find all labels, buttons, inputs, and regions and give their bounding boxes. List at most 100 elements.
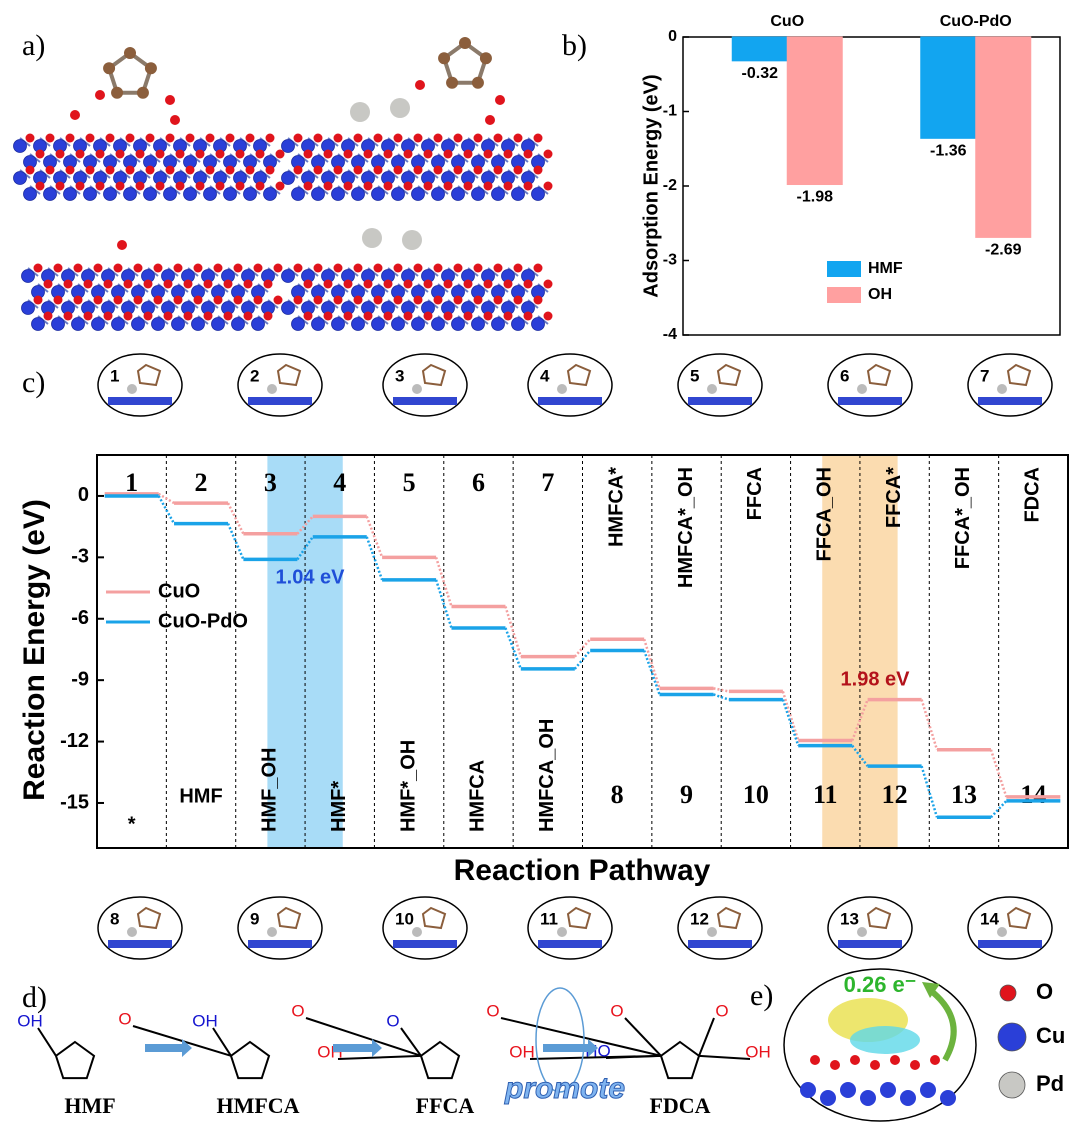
cu-atom bbox=[940, 1090, 956, 1106]
slab bbox=[538, 397, 602, 405]
o-atom bbox=[45, 165, 55, 175]
cu-atom bbox=[163, 187, 177, 201]
cu-atom bbox=[231, 317, 245, 331]
cu-atom bbox=[820, 1090, 836, 1106]
furan-ring bbox=[659, 1040, 701, 1080]
o-atom bbox=[25, 165, 35, 175]
o-atom bbox=[523, 181, 533, 191]
o-atom bbox=[423, 311, 433, 321]
pd-atom bbox=[127, 927, 137, 937]
connector bbox=[781, 691, 800, 741]
step-number: 11 bbox=[813, 780, 838, 809]
panel-label: a) bbox=[22, 29, 45, 62]
bar bbox=[975, 36, 1032, 238]
connector bbox=[434, 556, 453, 607]
thumbnail-number: 4 bbox=[540, 366, 550, 385]
legend-label: Pd bbox=[1036, 1071, 1064, 1096]
o-atom bbox=[133, 263, 143, 273]
o-atom bbox=[333, 263, 343, 273]
step-number: 8 bbox=[611, 780, 624, 809]
connector bbox=[504, 606, 523, 657]
o-atom bbox=[243, 311, 253, 321]
o-atom bbox=[333, 165, 343, 175]
o-atom bbox=[275, 149, 285, 159]
o-atom bbox=[215, 181, 225, 191]
o-atom bbox=[493, 133, 503, 143]
o-atom bbox=[213, 263, 223, 273]
value-label: -1.36 bbox=[930, 143, 967, 160]
cu-atom bbox=[411, 317, 425, 331]
highlight-band bbox=[267, 455, 343, 848]
o-atom bbox=[333, 133, 343, 143]
o-atom bbox=[343, 311, 353, 321]
o-atom bbox=[373, 133, 383, 143]
o-atom bbox=[543, 311, 553, 321]
step-number: 14 bbox=[1020, 780, 1046, 809]
o-atom bbox=[113, 295, 123, 305]
connector bbox=[989, 749, 1008, 798]
state-label: HMF* bbox=[328, 781, 350, 832]
legend-label: OH bbox=[868, 286, 892, 303]
o-atom bbox=[165, 165, 175, 175]
connector bbox=[851, 699, 869, 741]
o-atom bbox=[533, 295, 543, 305]
molecule bbox=[1006, 363, 1032, 387]
o-atom bbox=[503, 149, 513, 159]
state-label: HMFCA* bbox=[605, 467, 627, 547]
o-atom bbox=[443, 149, 453, 159]
slab bbox=[248, 397, 312, 405]
state-label: FFCA_OH bbox=[814, 467, 836, 561]
o-atom bbox=[45, 133, 55, 143]
furan-ring bbox=[419, 1040, 461, 1080]
step-number: 4 bbox=[333, 468, 346, 497]
connector bbox=[851, 744, 869, 767]
o-atom bbox=[175, 149, 185, 159]
o-atom bbox=[145, 133, 155, 143]
o-atom bbox=[483, 279, 493, 289]
o-atom bbox=[453, 263, 463, 273]
y-tick-label: -12 bbox=[60, 730, 89, 752]
slab bbox=[838, 940, 902, 948]
pd-atom bbox=[412, 927, 422, 937]
o-atom bbox=[215, 149, 225, 159]
o-atom bbox=[503, 279, 513, 289]
cu-atom bbox=[43, 187, 57, 201]
step-number: 5 bbox=[403, 468, 416, 497]
o-atom bbox=[163, 311, 173, 321]
o-atom bbox=[173, 295, 183, 305]
o-atom bbox=[75, 149, 85, 159]
cu-atom bbox=[281, 139, 295, 153]
slab bbox=[108, 940, 172, 948]
o-atom bbox=[403, 181, 413, 191]
cu-atom bbox=[291, 317, 305, 331]
panel-label: b) bbox=[562, 29, 587, 62]
cu-atom bbox=[151, 317, 165, 331]
o-atom bbox=[443, 279, 453, 289]
o-atom bbox=[235, 181, 245, 191]
o-atom bbox=[245, 133, 255, 143]
o-atom bbox=[173, 263, 183, 273]
atom bbox=[165, 95, 175, 105]
cu-atom bbox=[143, 187, 157, 201]
molecule bbox=[136, 906, 162, 930]
o-atom bbox=[323, 279, 333, 289]
pd-atom bbox=[267, 927, 277, 937]
atom-label: O bbox=[291, 1001, 304, 1020]
o-atom bbox=[810, 1055, 820, 1065]
promote-label: promote bbox=[504, 1072, 625, 1105]
thumbnail-number: 14 bbox=[980, 909, 999, 928]
o-atom bbox=[363, 149, 373, 159]
o-atom bbox=[65, 133, 75, 143]
connector bbox=[226, 523, 245, 560]
molecule bbox=[716, 906, 742, 930]
cu-atom bbox=[840, 1082, 856, 1098]
compound-name: FDCA bbox=[649, 1093, 710, 1118]
o-atom bbox=[890, 1055, 900, 1065]
o-atom bbox=[293, 295, 303, 305]
o-atom bbox=[473, 165, 483, 175]
o-atom bbox=[133, 295, 143, 305]
o-atom bbox=[383, 279, 393, 289]
cu-atom bbox=[291, 187, 305, 201]
y-tick-label: -9 bbox=[71, 668, 89, 690]
y-tick-label: -1 bbox=[663, 103, 677, 120]
